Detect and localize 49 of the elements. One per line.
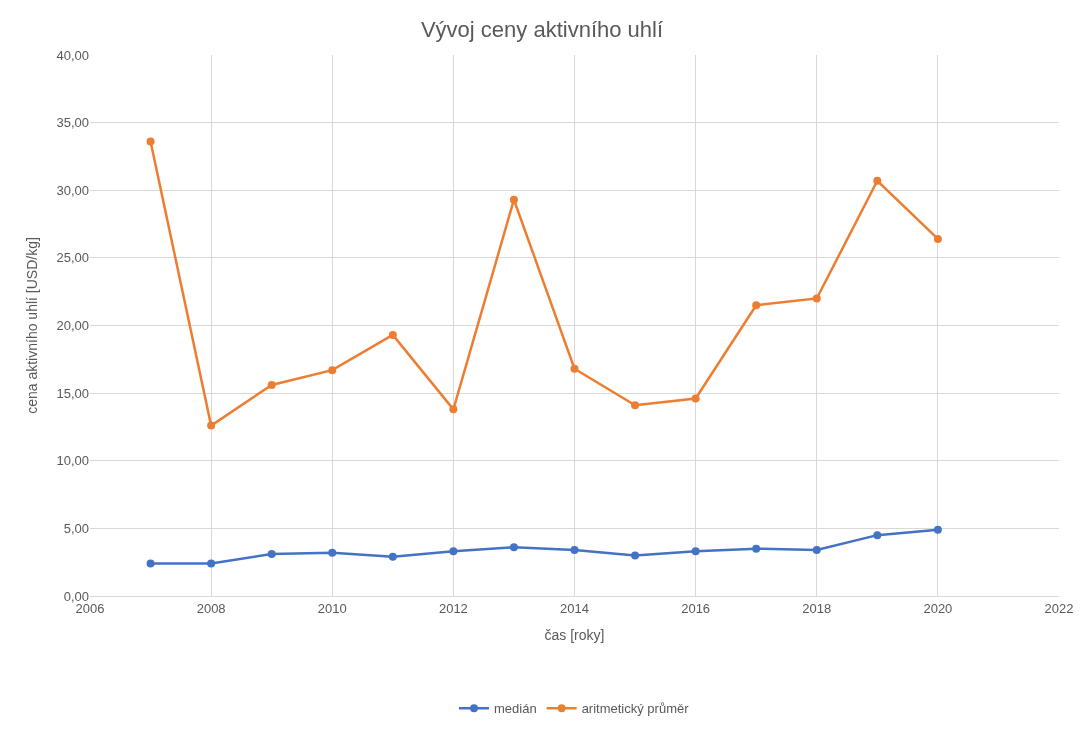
point — [509, 195, 518, 204]
point — [207, 559, 216, 568]
x-tick-label: 2020 — [923, 600, 953, 616]
point — [570, 364, 579, 373]
y-tick-label: 30,00 — [56, 182, 89, 198]
point — [146, 137, 155, 146]
point — [691, 547, 700, 556]
point — [146, 559, 155, 568]
x-tick-label: 2014 — [560, 600, 589, 616]
y-tick-label: 35,00 — [56, 115, 89, 131]
x-tick-label: 2010 — [317, 600, 347, 616]
x-tick-label: 2018 — [802, 600, 832, 616]
point — [691, 394, 700, 403]
point — [752, 544, 761, 553]
point — [328, 548, 337, 557]
point — [570, 546, 579, 555]
chart-title: Vývoj ceny aktivního uhlí — [420, 17, 664, 43]
y-tick-label: 25,00 — [56, 250, 89, 266]
point — [752, 301, 761, 310]
x-tick-label: 2022 — [1044, 600, 1074, 616]
point — [449, 547, 458, 556]
point — [631, 401, 640, 410]
y-tick-label: 40,00 — [56, 47, 89, 63]
y-axis-title: cena aktivního uhlí [USD/kg] — [24, 237, 41, 414]
point — [267, 381, 276, 390]
y-tick-label: 5,00 — [63, 520, 89, 536]
point — [873, 176, 882, 185]
point — [267, 550, 276, 559]
x-tick-label: 2008 — [196, 600, 226, 616]
point — [509, 543, 518, 552]
legend-label: medián — [494, 701, 537, 717]
x-tick-label: 2016 — [681, 600, 711, 616]
point — [328, 366, 337, 375]
point — [933, 525, 942, 534]
point — [388, 330, 397, 339]
point — [449, 405, 458, 414]
point — [933, 234, 942, 243]
legend-label: aritmetický průměr — [581, 701, 690, 717]
x-axis-title: čas [roky] — [544, 626, 605, 643]
y-tick-label: 15,00 — [56, 385, 89, 401]
point — [873, 531, 882, 540]
y-tick-label: 10,00 — [56, 453, 89, 469]
y-tick-label: 20,00 — [56, 318, 89, 334]
point — [812, 546, 821, 555]
point — [812, 294, 821, 303]
x-tick-label: 2012 — [438, 600, 468, 616]
point — [388, 552, 397, 561]
point — [631, 551, 640, 560]
point — [207, 421, 216, 430]
